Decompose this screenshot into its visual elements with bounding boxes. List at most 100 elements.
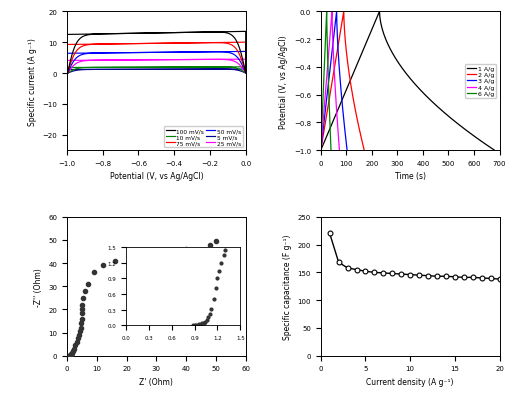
Point	[67, 350, 76, 356]
5 mV/s	[111, 68, 117, 73]
6 A/g	[322, 46, 328, 51]
Line: 75 mV/s: 75 mV/s	[67, 43, 246, 76]
6 A/g	[325, 80, 332, 85]
4 A/g	[325, 57, 331, 62]
2 A/g	[333, 57, 339, 62]
Point	[78, 316, 86, 322]
75 mV/s	[111, 42, 117, 47]
Point	[152, 250, 161, 256]
Point	[66, 353, 74, 359]
4 A/g	[334, 108, 340, 113]
Line: 25 mV/s: 25 mV/s	[67, 60, 246, 75]
Point	[70, 346, 78, 352]
Line: 1 A/g: 1 A/g	[321, 12, 494, 151]
Point	[90, 270, 98, 276]
Point	[182, 246, 190, 253]
25 mV/s	[111, 58, 117, 63]
Legend: 1 A/g, 2 A/g, 3 A/g, 4 A/g, 6 A/g: 1 A/g, 2 A/g, 3 A/g, 4 A/g, 6 A/g	[465, 64, 496, 99]
2 A/g	[335, 46, 341, 51]
Point	[66, 352, 75, 359]
50 mV/s	[64, 52, 70, 56]
Point	[128, 252, 136, 258]
Point	[66, 353, 74, 359]
3 A/g	[338, 86, 344, 91]
X-axis label: Current density (A g⁻¹): Current density (A g⁻¹)	[366, 377, 454, 386]
100 mV/s	[124, 32, 130, 37]
Point	[66, 352, 75, 358]
1 A/g	[491, 148, 497, 153]
Point	[66, 353, 74, 359]
2 A/g	[361, 148, 367, 153]
Y-axis label: -Z'' (Ohm): -Z'' (Ohm)	[33, 267, 43, 306]
100 mV/s	[111, 32, 117, 37]
1 A/g	[447, 116, 453, 121]
Point	[83, 281, 92, 288]
2 A/g	[349, 90, 355, 95]
75 mV/s	[226, 42, 232, 47]
5 mV/s	[124, 68, 130, 73]
50 mV/s	[124, 51, 130, 56]
5 mV/s	[64, 72, 70, 77]
50 mV/s	[233, 55, 239, 60]
Point	[66, 353, 74, 359]
10 mV/s	[64, 72, 70, 77]
6 A/g	[321, 57, 328, 62]
3 A/g	[334, 10, 340, 15]
Y-axis label: Specific current (A g⁻¹): Specific current (A g⁻¹)	[28, 38, 37, 126]
Line: 2 A/g: 2 A/g	[321, 12, 364, 151]
Line: 50 mV/s: 50 mV/s	[67, 52, 246, 76]
6 A/g	[327, 130, 333, 135]
10 mV/s	[226, 65, 232, 70]
1 A/g	[361, 46, 367, 51]
3 A/g	[344, 148, 350, 153]
2 A/g	[318, 148, 324, 153]
Point	[78, 302, 87, 308]
100 mV/s	[64, 33, 70, 38]
Point	[78, 306, 87, 313]
5 mV/s	[64, 68, 70, 73]
100 mV/s	[233, 39, 239, 44]
25 mV/s	[184, 58, 191, 63]
50 mV/s	[226, 51, 232, 56]
10 mV/s	[111, 66, 117, 71]
25 mV/s	[243, 58, 249, 63]
Line: 4 A/g: 4 A/g	[321, 12, 339, 151]
4 A/g	[326, 46, 332, 51]
75 mV/s	[124, 42, 130, 47]
100 mV/s	[226, 32, 232, 37]
Legend: 100 mV/s, 10 mV/s, 75 mV/s, 50 mV/s, 5 mV/s, 25 mV/s: 100 mV/s, 10 mV/s, 75 mV/s, 50 mV/s, 5 m…	[164, 127, 243, 148]
5 mV/s	[184, 67, 191, 72]
75 mV/s	[243, 40, 249, 45]
Point	[67, 351, 75, 358]
1 A/g	[422, 94, 428, 99]
3 A/g	[328, 57, 334, 62]
4 A/g	[329, 10, 335, 15]
75 mV/s	[64, 74, 70, 79]
3 A/g	[318, 148, 324, 153]
100 mV/s	[64, 74, 70, 79]
5 mV/s	[233, 68, 239, 73]
Point	[76, 328, 84, 335]
Point	[78, 310, 86, 317]
6 A/g	[328, 148, 334, 153]
X-axis label: Z' (Ohm): Z' (Ohm)	[140, 377, 173, 386]
10 mV/s	[219, 65, 225, 70]
100 mV/s	[243, 30, 249, 35]
Point	[73, 339, 81, 345]
3 A/g	[342, 133, 349, 137]
6 A/g	[323, 10, 330, 15]
Point	[111, 258, 119, 265]
75 mV/s	[184, 41, 191, 46]
10 mV/s	[184, 65, 191, 70]
2 A/g	[341, 10, 347, 15]
Point	[66, 352, 75, 359]
Y-axis label: Specific capacitance (F g⁻¹): Specific capacitance (F g⁻¹)	[283, 234, 292, 339]
10 mV/s	[64, 66, 70, 71]
X-axis label: Potential (V, vs Ag/AgCl): Potential (V, vs Ag/AgCl)	[110, 172, 203, 181]
50 mV/s	[219, 50, 225, 55]
Line: 100 mV/s: 100 mV/s	[67, 32, 246, 77]
Point	[79, 295, 88, 301]
1 A/g	[351, 69, 357, 74]
Line: 6 A/g: 6 A/g	[321, 12, 331, 151]
50 mV/s	[184, 50, 191, 55]
